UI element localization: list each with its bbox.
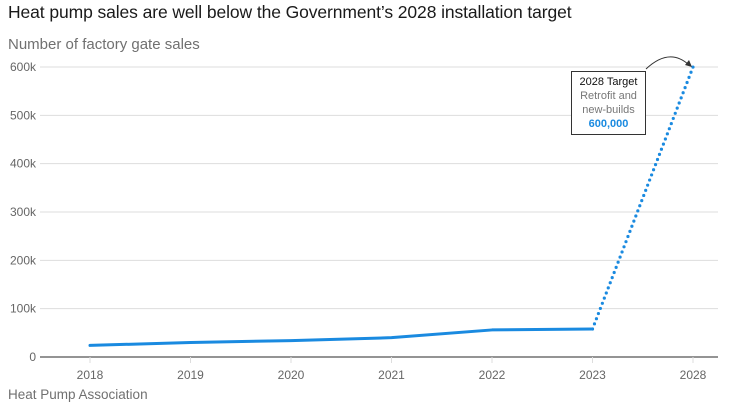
x-tick-label: 2021: [378, 368, 405, 382]
chart-source: Heat Pump Association: [8, 387, 148, 402]
y-tick-label: 500k: [10, 108, 37, 122]
y-tick-label: 100k: [10, 302, 37, 316]
annotation-arrow: [645, 56, 690, 70]
target-annotation: 2028 Target Retrofit and new-builds 600,…: [571, 71, 646, 135]
x-tick-label: 2023: [579, 368, 606, 382]
y-tick-label: 0: [29, 350, 36, 364]
y-tick-label: 600k: [10, 60, 37, 74]
y-tick-label: 300k: [10, 205, 37, 219]
x-axis-ticks: 2018 2019 2020 2021 2022 2023 2028: [77, 357, 707, 382]
x-tick-label: 2018: [77, 368, 104, 382]
annotation-line-1: Retrofit and: [580, 90, 637, 102]
annotation-value: 600,000: [588, 118, 629, 130]
series-lines: [88, 65, 695, 347]
y-tick-label: 200k: [10, 253, 37, 267]
x-tick-label: 2019: [177, 368, 204, 382]
chart-title: Heat pump sales are well below the Gover…: [8, 2, 572, 22]
gridlines: [40, 66, 718, 358]
y-tick-label: 400k: [10, 157, 37, 171]
annotation-line-2: new-builds: [582, 104, 635, 116]
x-tick-label: 2020: [278, 368, 305, 382]
annotation-arrowhead-icon: [685, 60, 692, 67]
annotation-title: 2028 Target: [579, 76, 638, 88]
chart-subtitle: Number of factory gate sales: [8, 36, 200, 53]
y-axis-ticks: 0 100k 200k 300k 400k 500k 600k: [10, 60, 37, 364]
x-tick-label: 2022: [479, 368, 506, 382]
x-tick-label: 2028: [680, 368, 707, 382]
sales-line: [88, 327, 594, 347]
